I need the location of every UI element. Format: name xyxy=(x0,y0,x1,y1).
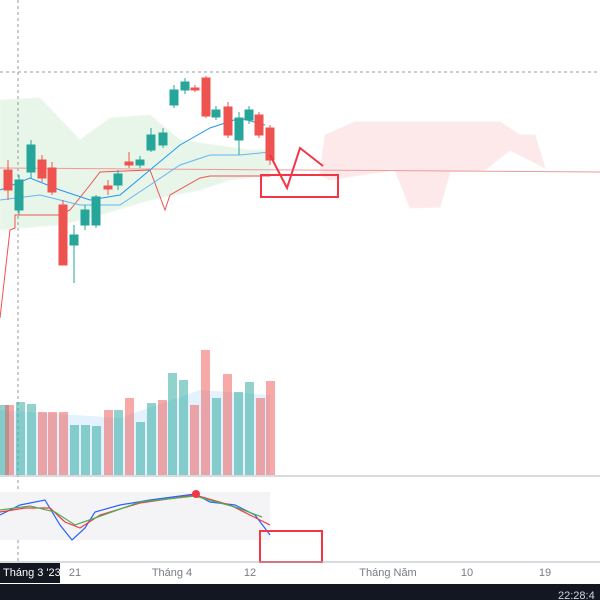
candle xyxy=(69,234,79,246)
volume-bar xyxy=(5,405,14,475)
volume-bar xyxy=(59,412,68,475)
candle xyxy=(169,89,179,106)
volume-bar xyxy=(16,402,25,475)
candle xyxy=(135,159,145,166)
volume-bar xyxy=(147,403,156,475)
stoch-d xyxy=(0,494,271,529)
volume-bar xyxy=(27,404,36,475)
x-label: Tháng 4 xyxy=(152,567,192,579)
cloud-red xyxy=(319,121,546,209)
stoch-slow xyxy=(0,495,263,526)
candle xyxy=(91,196,101,226)
volume-bar xyxy=(168,373,177,475)
candle xyxy=(58,204,68,266)
candle xyxy=(113,173,123,186)
candle xyxy=(223,106,233,136)
volume-bar xyxy=(245,382,254,475)
candles xyxy=(3,76,275,283)
volume-bar xyxy=(70,425,79,475)
candle xyxy=(158,132,168,146)
x-label: 10 xyxy=(461,567,473,579)
candle xyxy=(180,81,190,91)
x-label: 19 xyxy=(539,567,551,579)
candle xyxy=(265,127,275,161)
volume-bar xyxy=(38,412,47,475)
candle xyxy=(211,109,221,118)
candle xyxy=(124,161,134,166)
candle xyxy=(146,134,156,151)
volume-bars xyxy=(0,350,275,475)
volume-bar xyxy=(158,400,167,475)
x-label: 12 xyxy=(244,567,256,579)
volume-bar xyxy=(190,405,199,475)
candle xyxy=(190,87,200,91)
clock: 22:28:4 xyxy=(558,590,595,600)
volume-bar xyxy=(234,392,243,475)
volume-bar xyxy=(92,426,101,475)
x-label: 21 xyxy=(69,567,81,579)
candle xyxy=(244,109,254,121)
volume-bar xyxy=(136,422,145,475)
candle xyxy=(80,209,90,226)
drawn-rectangle[interactable] xyxy=(260,174,339,198)
candle xyxy=(201,77,211,117)
volume-bar xyxy=(48,412,57,475)
volume-bar xyxy=(0,405,9,475)
candle xyxy=(234,117,244,141)
volume-bar xyxy=(104,410,113,475)
price-line xyxy=(0,167,600,173)
volume-bar xyxy=(179,380,188,475)
candle xyxy=(14,179,24,211)
volume-bar xyxy=(256,398,265,475)
candle xyxy=(3,169,13,191)
volume-bar xyxy=(266,381,275,475)
candle xyxy=(37,159,47,179)
candle xyxy=(254,114,264,136)
stoch-band xyxy=(0,492,270,540)
candle xyxy=(103,185,113,190)
volume-bar xyxy=(125,398,134,475)
volume-bar xyxy=(81,425,90,475)
stoch-k xyxy=(0,493,271,541)
candle xyxy=(26,144,36,173)
volume-bar xyxy=(212,398,221,475)
volume-bar xyxy=(201,350,210,475)
candle xyxy=(47,167,57,193)
drawn-zigzag[interactable] xyxy=(269,146,324,191)
volume-bar xyxy=(114,410,123,475)
axis-highlight xyxy=(0,563,60,583)
x-label: Tháng Năm xyxy=(359,567,416,579)
kijun-line xyxy=(0,169,270,319)
signal-dot xyxy=(192,490,200,498)
status-bar xyxy=(0,584,600,600)
volume-bar xyxy=(223,374,232,475)
x-label: Tháng 3 '23 xyxy=(3,567,61,579)
avg-line xyxy=(0,151,271,206)
